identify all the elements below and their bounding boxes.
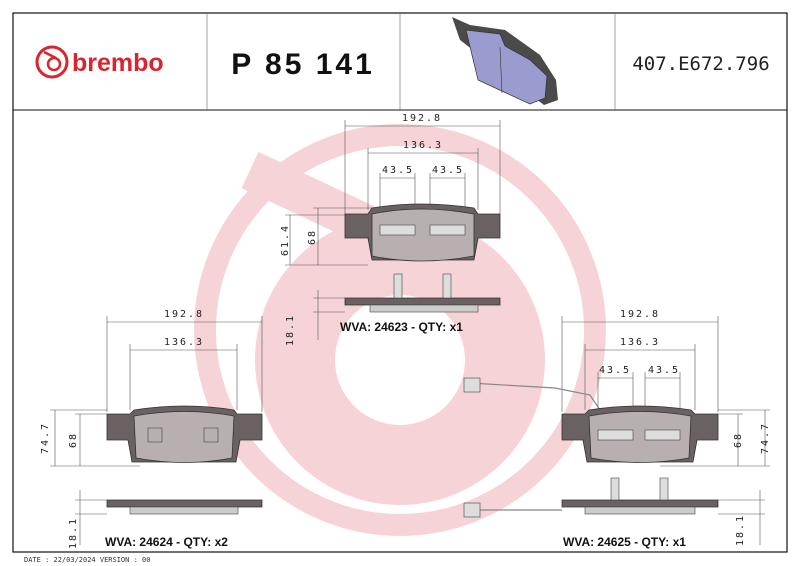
dim-height-total: 74.7: [40, 422, 51, 454]
dim-width-friction: 136.3: [164, 337, 204, 348]
pad-view-2: 192.8 136.3 74.7 68 18.1 WVA: 24624 - QT…: [40, 309, 263, 549]
dim-spacing-right: 43.5: [648, 365, 680, 376]
dim-width-friction: 136.3: [620, 337, 660, 348]
pad-view-1: 192.8 136.3 43.5 43.5 61.4 68 18.1 WVA: …: [280, 113, 501, 346]
dim-spacing-left: 43.5: [599, 365, 631, 376]
wva-label: WVA: 24624 - QTY: x2: [105, 535, 228, 549]
dim-height-friction: 68: [733, 432, 744, 448]
dim-spacing-left: 43.5: [382, 165, 414, 176]
dim-height-friction: 68: [68, 432, 79, 448]
dim-spacing-right: 43.5: [432, 165, 464, 176]
dim-width-total: 192.8: [164, 309, 204, 320]
wva-label: WVA: 24625 - QTY: x1: [563, 535, 686, 549]
brembo-logo: brembo: [35, 45, 164, 79]
dim-height-total: 61.4: [280, 224, 291, 256]
pad-preview-image: [452, 17, 558, 105]
dim-width-friction: 136.3: [403, 140, 443, 151]
pad-view-3: 192.8 136.3 43.5 43.5 68 74.7 18.1 WVA: …: [463, 309, 771, 549]
part-number: P 85 141: [231, 48, 375, 81]
dim-height-friction: 68: [307, 229, 318, 245]
dim-width-total: 192.8: [402, 113, 442, 124]
date-version: DATE : 22/03/2024 VERSION : 00: [24, 556, 150, 564]
reference-number: 407.E672.796: [632, 53, 769, 75]
dim-height-total: 74.7: [760, 422, 771, 454]
dim-width-total: 192.8: [620, 309, 660, 320]
dim-thickness: 18.1: [68, 517, 79, 549]
dim-thickness: 18.1: [735, 514, 746, 546]
dim-thickness: 18.1: [285, 314, 296, 346]
brand-name: brembo: [72, 49, 164, 77]
wva-label: WVA: 24623 - QTY: x1: [340, 320, 463, 334]
